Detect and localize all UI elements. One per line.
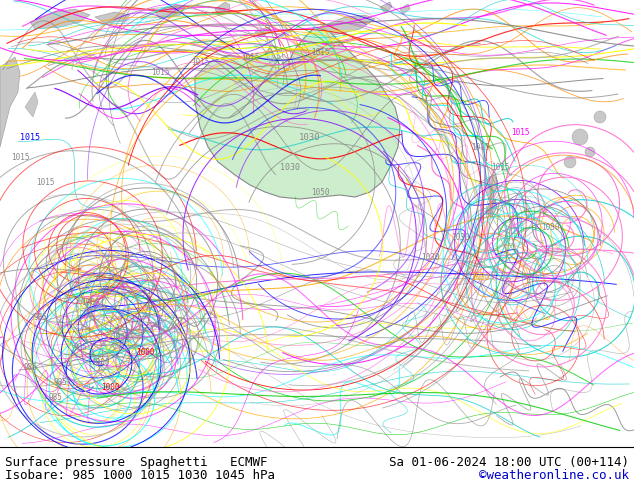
Text: 1030: 1030 [421, 252, 439, 262]
Text: 1015: 1015 [191, 57, 209, 67]
Polygon shape [25, 92, 38, 117]
Text: Sa 01-06-2024 18:00 UTC (00+114): Sa 01-06-2024 18:00 UTC (00+114) [389, 456, 629, 468]
Circle shape [594, 111, 606, 123]
Polygon shape [320, 15, 375, 35]
Text: 1030: 1030 [471, 272, 489, 281]
Polygon shape [255, 27, 272, 37]
Text: 1000: 1000 [91, 358, 109, 367]
Text: 1015: 1015 [511, 127, 529, 137]
Text: 985: 985 [48, 392, 62, 401]
Text: 1030: 1030 [451, 232, 469, 242]
Text: 1015: 1015 [151, 68, 169, 76]
Polygon shape [0, 57, 20, 147]
Text: 1000: 1000 [136, 347, 154, 357]
Polygon shape [485, 175, 498, 202]
Text: 1015: 1015 [11, 152, 29, 162]
Text: 1000: 1000 [81, 297, 100, 307]
Polygon shape [95, 12, 130, 23]
Text: 985: 985 [23, 363, 37, 371]
Circle shape [572, 129, 588, 145]
Polygon shape [155, 5, 185, 19]
Text: 985: 985 [33, 313, 47, 321]
Text: 1000: 1000 [101, 383, 119, 392]
Text: ©weatheronline.co.uk: ©weatheronline.co.uk [479, 469, 629, 482]
Text: 985: 985 [73, 343, 87, 351]
Text: 1030: 1030 [299, 132, 321, 142]
Text: 1000: 1000 [111, 333, 129, 342]
Text: 1030: 1030 [541, 222, 559, 231]
Polygon shape [380, 2, 392, 13]
Text: 1030: 1030 [280, 163, 300, 172]
Text: 1015: 1015 [20, 132, 40, 142]
Text: 1015: 1015 [311, 48, 329, 56]
Text: 1015: 1015 [36, 177, 55, 187]
Circle shape [585, 147, 595, 157]
Polygon shape [30, 9, 90, 29]
Text: 985: 985 [53, 377, 67, 387]
Text: 1015: 1015 [491, 163, 509, 172]
Text: 1050: 1050 [311, 188, 329, 196]
Circle shape [564, 156, 576, 168]
Text: 1015: 1015 [241, 52, 259, 62]
Text: Isobare: 985 1000 1015 1030 1045 hPa: Isobare: 985 1000 1015 1030 1045 hPa [5, 469, 275, 482]
Polygon shape [400, 4, 410, 14]
Polygon shape [215, 2, 230, 15]
Text: Surface pressure  Spaghetti   ECMWF: Surface pressure Spaghetti ECMWF [5, 456, 268, 468]
Polygon shape [195, 27, 400, 199]
Text: 1015: 1015 [471, 143, 489, 151]
Polygon shape [486, 199, 497, 217]
